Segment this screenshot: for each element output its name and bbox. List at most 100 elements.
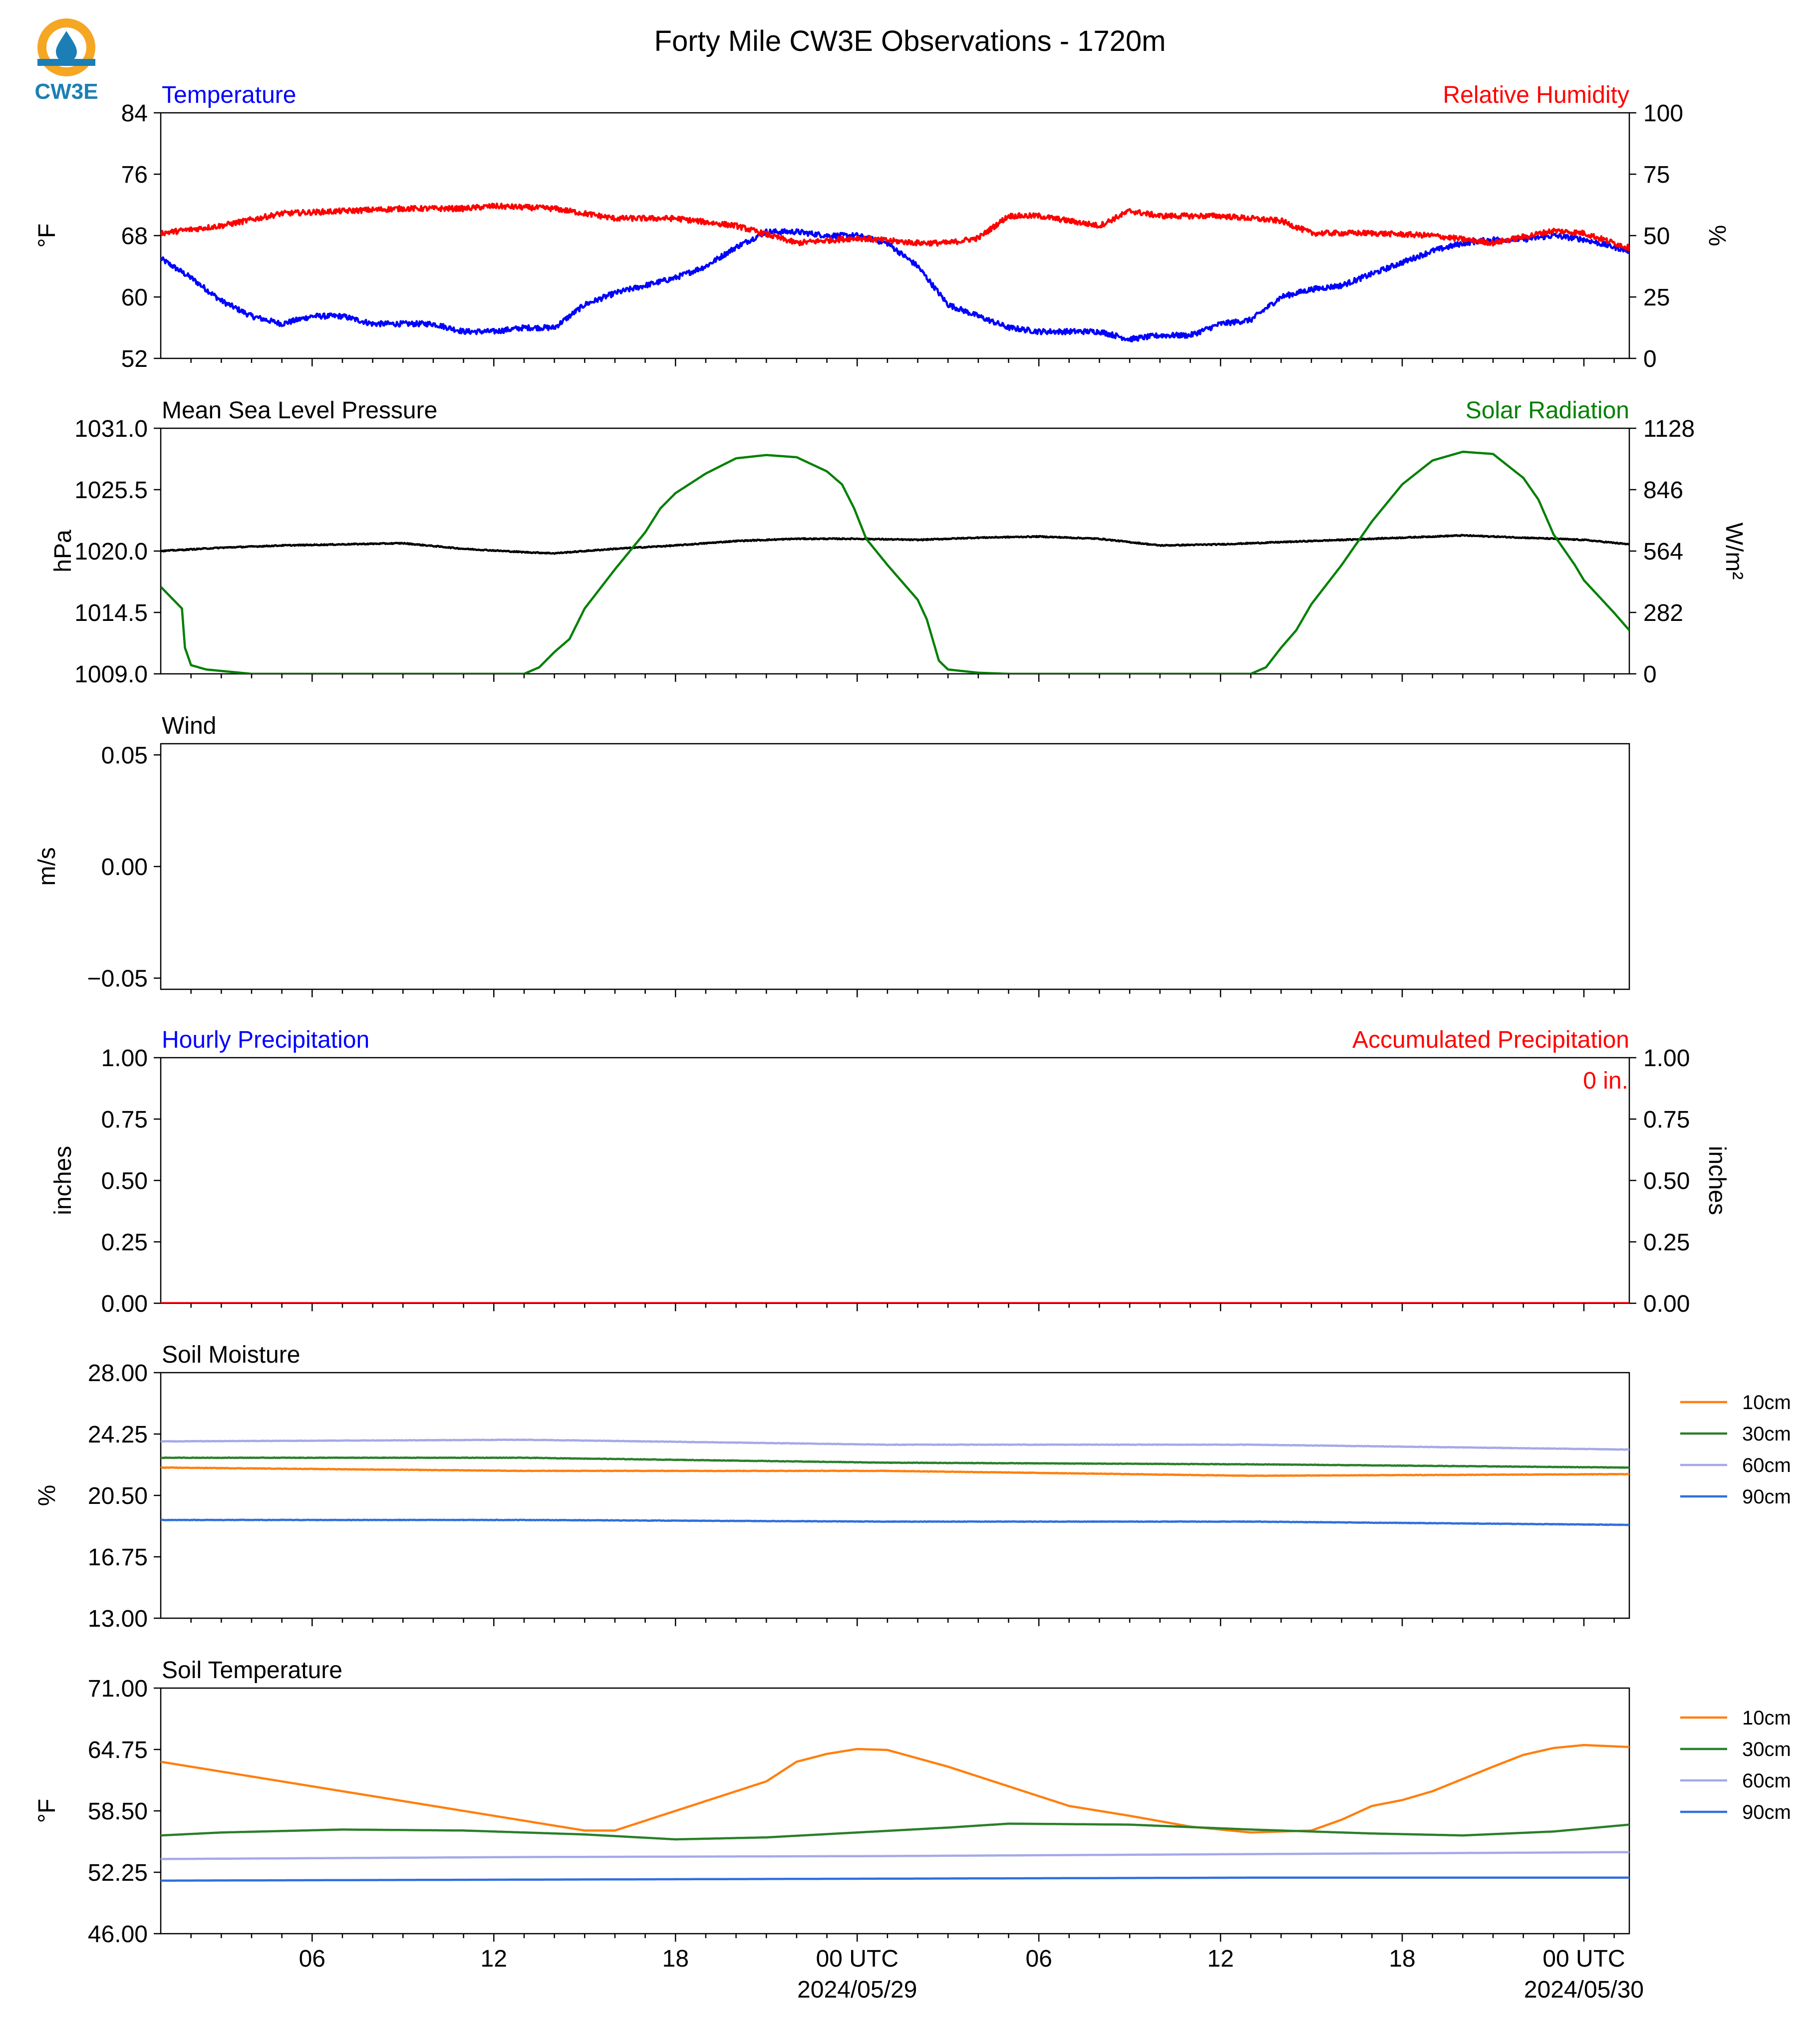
x-date-label: 2024/05/30 <box>1524 1977 1644 2003</box>
y2-tick-label: 100 <box>1643 100 1683 127</box>
y-tick-label: 0.75 <box>101 1107 148 1133</box>
legend-entry: 60cm <box>1742 1454 1791 1476</box>
series-line-30cm <box>161 1822 1629 1841</box>
y2-tick-label: 75 <box>1643 162 1670 188</box>
y-tick-label: 1.00 <box>101 1045 148 1072</box>
x-tick-label: 18 <box>1389 1946 1415 1972</box>
panels-group: 52 60 68 76 84 0 25 50 75 100 °F % Temperature Relati… <box>34 82 1791 1948</box>
y2-tick-label: 0.75 <box>1643 1107 1690 1133</box>
y-axis-label: hPa <box>50 530 76 573</box>
y-tick-label: 20.50 <box>88 1483 148 1509</box>
y-tick-label: 24.25 <box>88 1422 148 1448</box>
legend-entry: 30cm <box>1742 1738 1791 1760</box>
legend-entry: 60cm <box>1742 1770 1791 1792</box>
x-tick-label: 06 <box>299 1946 325 1972</box>
y2-axis-label: % <box>1704 225 1730 247</box>
logo-text: CW3E <box>34 79 98 104</box>
legend-entry: 10cm <box>1742 1707 1791 1729</box>
legend-entry: 30cm <box>1742 1423 1791 1445</box>
y2-tick-label: 564 <box>1643 539 1683 565</box>
panel-right-label: Accumulated Precipitation <box>1352 1027 1629 1053</box>
panel-right-label: Solar Radiation <box>1466 397 1629 424</box>
accumulated-total-label: 0 in. <box>1583 1068 1628 1094</box>
y-tick-label: 0.05 <box>101 742 148 769</box>
legend-entry: 10cm <box>1742 1392 1791 1414</box>
panel-left-label: Mean Sea Level Pressure <box>162 397 437 424</box>
y-tick-label: 76 <box>121 162 148 188</box>
y-tick-label: 1014.5 <box>74 600 148 626</box>
y-tick-label: 52.25 <box>88 1860 148 1886</box>
y2-tick-label: 846 <box>1643 477 1683 504</box>
y-tick-label: 16.75 <box>88 1544 148 1571</box>
y-tick-label: 1031.0 <box>74 416 148 442</box>
y-axis-label: inches <box>50 1146 76 1215</box>
y-axis-label: °F <box>34 224 60 248</box>
x-date-label: 2024/05/29 <box>797 1977 917 2003</box>
y-axis-label: m/s <box>34 847 60 885</box>
x-tick-label: 18 <box>662 1946 689 1972</box>
y2-axis-label: W/m² <box>1721 523 1747 580</box>
y-tick-label: 46.00 <box>88 1921 148 1948</box>
y-tick-label: 1025.5 <box>74 477 148 504</box>
y2-tick-label: 50 <box>1643 223 1670 250</box>
series-line-temperature <box>161 228 1629 343</box>
y-tick-label: 60 <box>121 285 148 311</box>
y2-tick-label: 0.25 <box>1643 1229 1690 1256</box>
y2-tick-label: 0.50 <box>1643 1168 1690 1194</box>
y-tick-label: −0.05 <box>87 966 148 992</box>
y-tick-label: 0.50 <box>101 1168 148 1194</box>
series-line-solar-radiation <box>161 450 1629 674</box>
panel-left-label: Soil Moisture <box>162 1342 300 1368</box>
y-tick-label: 58.50 <box>88 1798 148 1825</box>
y-tick-label: 68 <box>121 223 148 250</box>
y-tick-label: 64.75 <box>88 1737 148 1763</box>
series-line-10cm <box>161 1743 1629 1834</box>
series-line-60cm <box>161 1851 1629 1860</box>
panel-left-label: Soil Temperature <box>162 1657 342 1684</box>
x-tick-label: 12 <box>1207 1946 1233 1972</box>
x-axis-labels: 06 12 18 00 UTC 06 12 18 00 UTC 2024/05/29 2024/0… <box>299 1946 1644 2003</box>
logo-droplet-icon <box>56 31 77 62</box>
panel-left-label: Wind <box>162 713 216 739</box>
legend-entry: 90cm <box>1742 1801 1791 1823</box>
series-line-90cm <box>161 1518 1629 1526</box>
y-tick-label: 13.00 <box>88 1606 148 1632</box>
y-tick-label: 28.00 <box>88 1360 148 1387</box>
y-tick-label: 1020.0 <box>74 539 148 565</box>
y2-tick-label: 1128 <box>1643 416 1695 442</box>
y-tick-label: 52 <box>121 346 148 372</box>
y-tick-label: 1009.0 <box>74 661 148 688</box>
series-line-90cm <box>161 1876 1629 1882</box>
series-line-10cm <box>161 1466 1629 1477</box>
y2-tick-label: 282 <box>1643 600 1683 626</box>
y-tick-label: 0.25 <box>101 1229 148 1256</box>
logo-wave-bar <box>37 59 95 66</box>
x-tick-label: 00 UTC <box>1542 1946 1625 1972</box>
x-tick-label: 06 <box>1025 1946 1052 1972</box>
legend-entry: 90cm <box>1742 1486 1791 1508</box>
panel-soil_temp: 46.00 52.25 58.50 64.75 71.00 °F Soil Temperat… <box>34 1657 1791 1948</box>
series-line-30cm <box>161 1456 1629 1469</box>
panel-right-label: Relative Humidity <box>1443 82 1629 108</box>
y2-tick-label: 0 <box>1643 346 1657 372</box>
cw3e-logo: CW3E <box>34 18 98 104</box>
x-tick-label: 00 UTC <box>816 1946 898 1972</box>
y2-tick-label: 25 <box>1643 285 1670 311</box>
series-line-relative-humidity <box>161 202 1629 252</box>
panel-pressure_solar: 1009.0 1014.5 1020.0 1025.5 1031.0 0 282 564 846… <box>50 397 1747 688</box>
y-tick-label: 0.00 <box>101 1291 148 1317</box>
panel-left-label: Temperature <box>162 82 296 108</box>
panel-left-label: Hourly Precipitation <box>162 1027 369 1053</box>
y-axis-label: °F <box>34 1799 60 1823</box>
x-tick-label: 12 <box>481 1946 507 1972</box>
y-axis-label: % <box>34 1485 60 1506</box>
y2-tick-label: 0 <box>1643 661 1657 688</box>
y2-axis-label: inches <box>1704 1146 1730 1215</box>
panel-precip: 0.00 0.25 0.50 0.75 1.00 0.00 0.25 0.50 0.75 1.00… <box>50 1027 1730 1317</box>
panel-soil_moisture: 13.00 16.75 20.50 24.25 28.00% Soil Moisture 1… <box>34 1342 1791 1632</box>
y2-tick-label: 1.00 <box>1643 1045 1690 1072</box>
series-line-60cm <box>161 1438 1629 1451</box>
panel-wind: −0.05 0.00 0.05 m/s Wind <box>34 713 1630 997</box>
